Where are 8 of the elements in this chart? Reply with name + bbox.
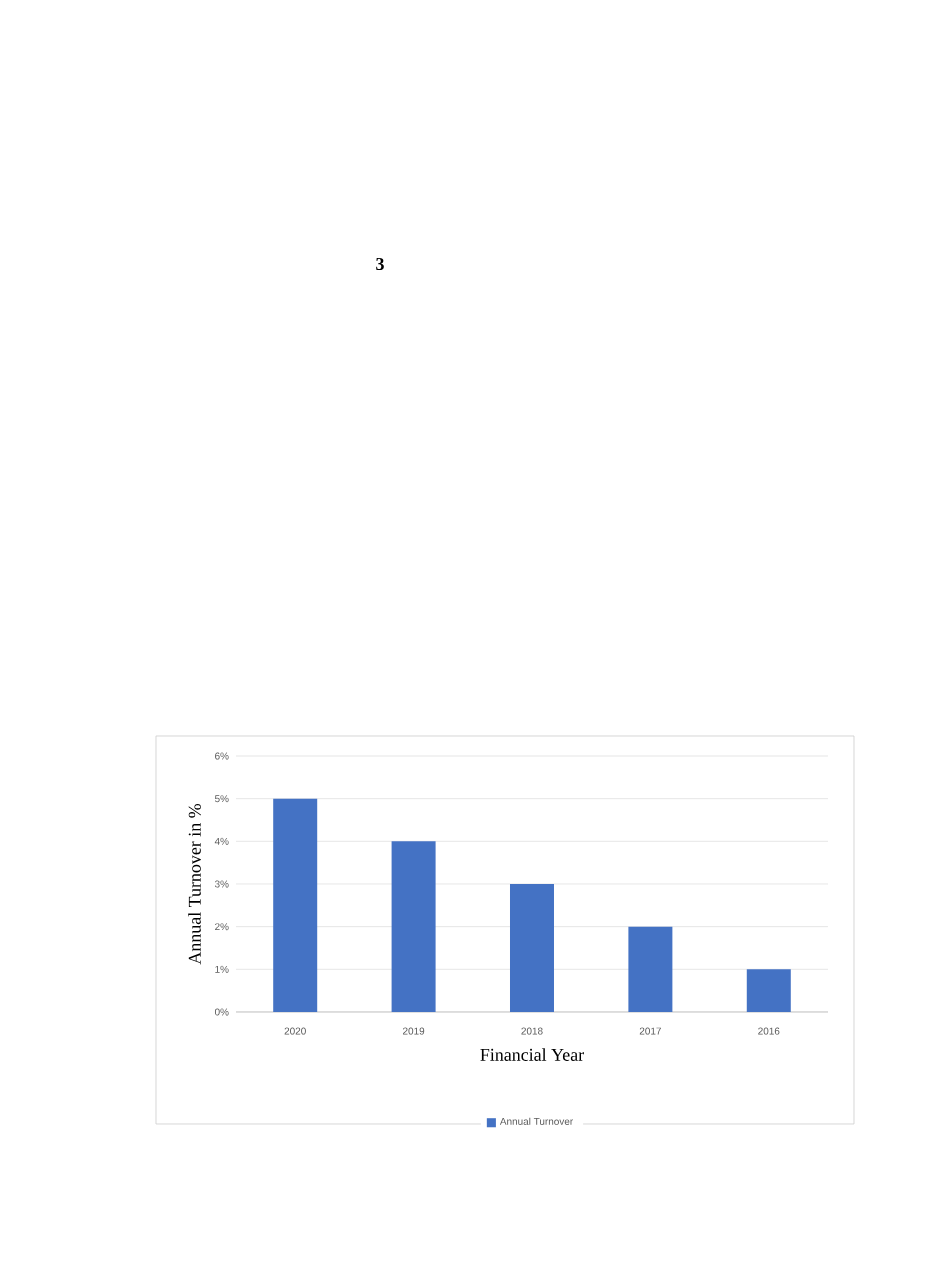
y-axis-title: Annual Turnover in % <box>188 803 201 965</box>
bar <box>628 926 673 1012</box>
x-axis-title: Financial Year <box>480 1048 584 1061</box>
bar <box>273 798 318 1012</box>
bar <box>391 841 436 1012</box>
bar <box>746 969 791 1012</box>
text: 3 <box>376 257 384 271</box>
bar <box>509 883 554 1012</box>
